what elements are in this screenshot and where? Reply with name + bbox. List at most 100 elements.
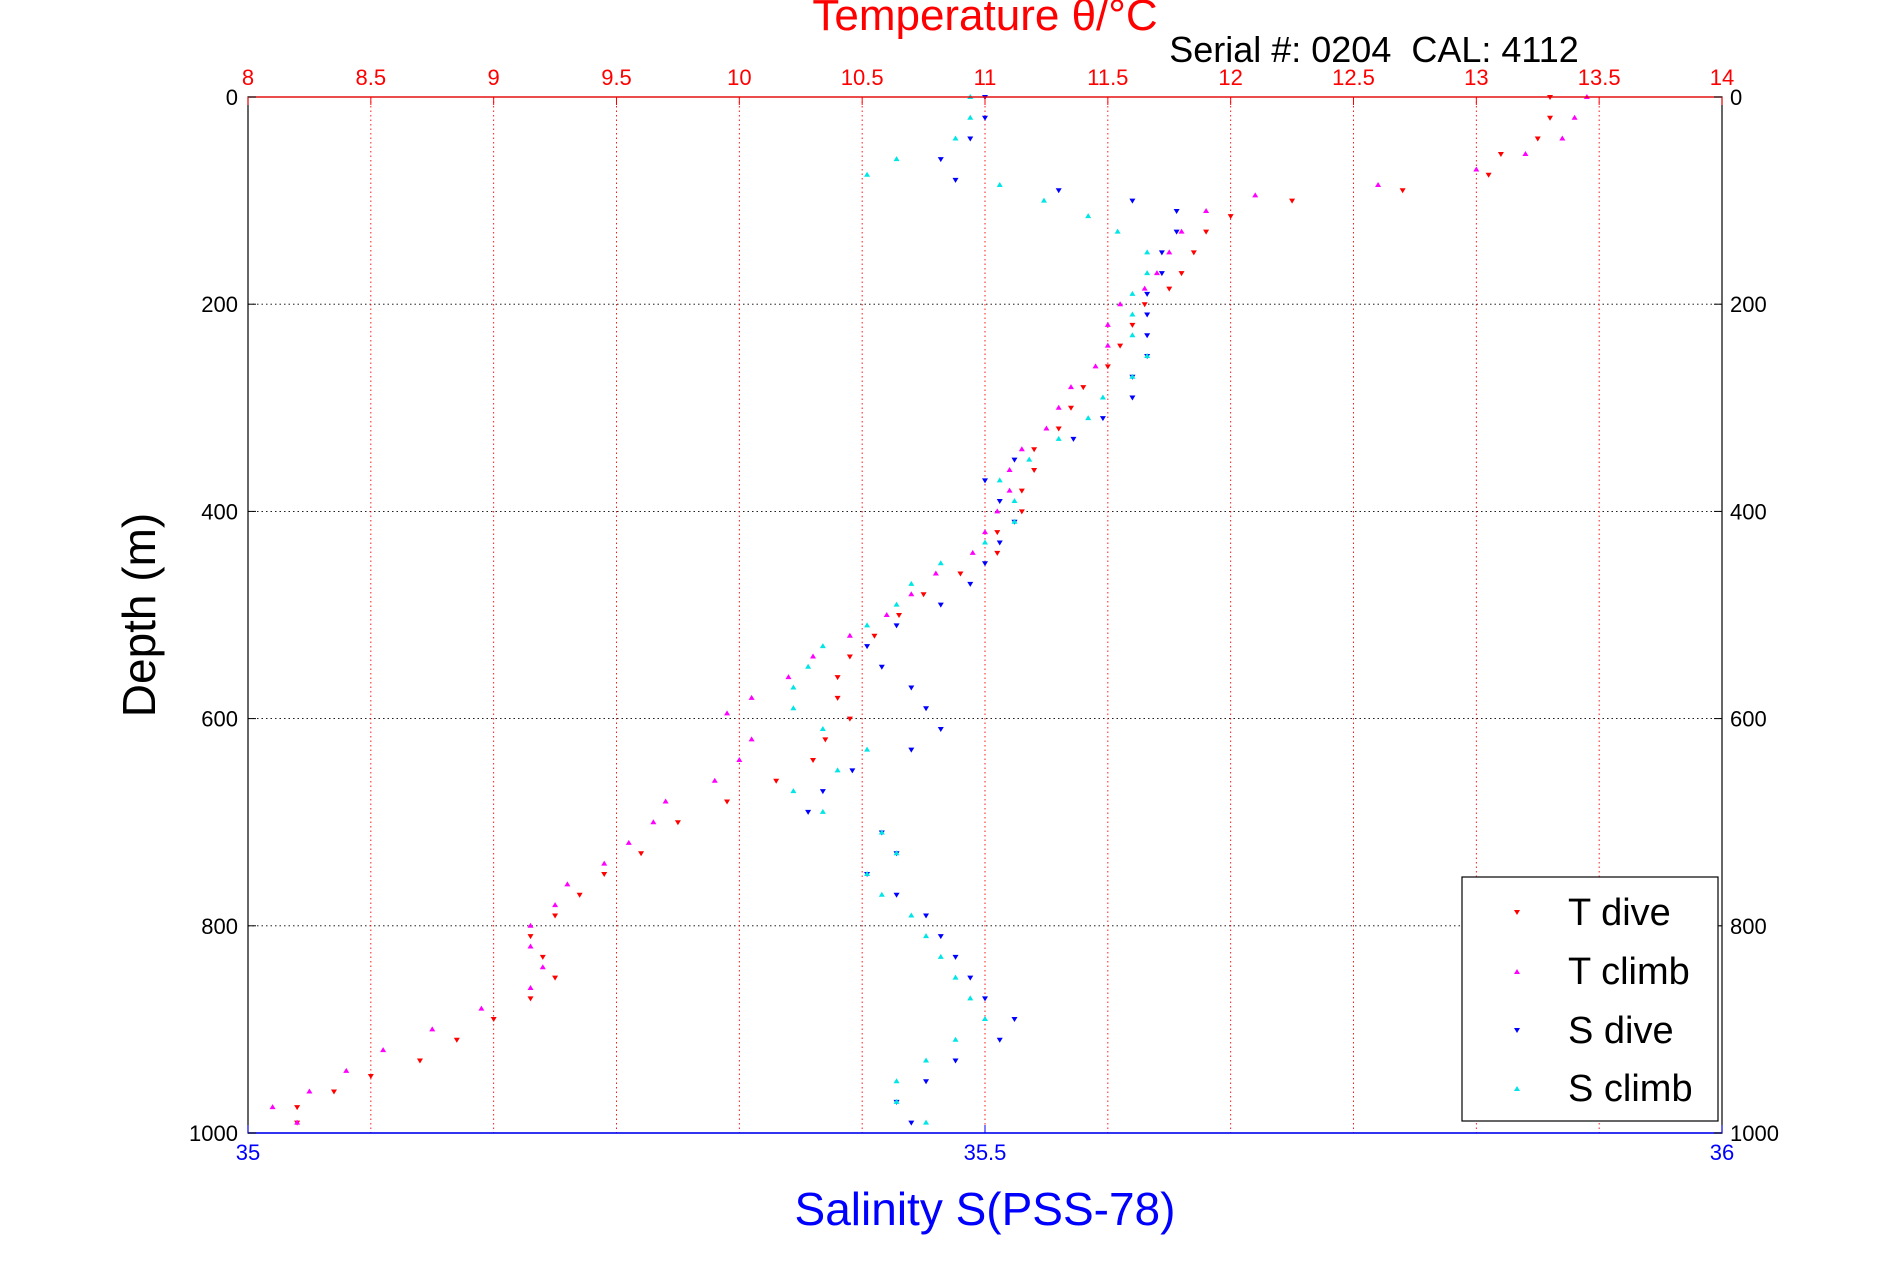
t-climb-point-6 [1252,192,1259,198]
temperature-tick-12-5: 12.5 [1332,65,1375,90]
s-climb-point-40 [878,891,885,897]
t-climb-point-43 [527,943,534,949]
t-climb-point-42 [527,922,534,928]
s-climb-point-26 [893,601,900,607]
legend-item-s-dive: S dive [1514,1010,1674,1052]
t-dive-point-18 [1055,426,1062,432]
legend-box [1461,876,1719,1122]
depth-tick-left-0: 0 [226,85,238,110]
t-climb-point-25 [932,570,939,576]
s-climb-point-49 [893,1078,900,1084]
t-dive-point-7 [1227,214,1234,220]
s-dive-point-42 [937,934,944,940]
s-dive-point-1 [982,115,988,121]
s-climb-point-6 [1040,197,1047,203]
t-dive-point-43 [539,954,546,960]
legend-marker-t-dive [1514,910,1520,915]
depth-tick-left-600: 600 [201,707,238,732]
temperature-axis-title: Temperature θ/°C [812,0,1157,40]
t-dive-point-6 [1289,198,1296,204]
t-climb-point-23 [982,529,988,535]
t-dive-point-33 [822,737,829,743]
s-dive-point-41 [923,913,930,919]
t-climb-point-30 [785,674,792,680]
t-climb-point-16 [1067,384,1074,390]
t-dive-point-28 [871,633,878,639]
s-climb-point-42 [923,933,930,939]
t-dive-point-38 [638,851,645,857]
t-dive-point-48 [416,1058,423,1064]
temperature-tick-14: 14 [1710,65,1734,90]
s-dive-point-30 [908,685,915,691]
t-dive-point-9 [1190,250,1197,256]
t-dive-point-19 [1031,447,1038,453]
t-climb-point-41 [552,902,559,908]
s-climb-point-3 [893,156,900,162]
t-climb-point-22 [994,508,1001,514]
t-dive-point-35 [773,778,780,784]
s-dive-point-28 [864,644,871,650]
s-climb-point-17 [1085,415,1092,421]
s-climb-point-45 [967,995,974,1001]
temperature-tick-10: 10 [727,65,751,90]
s-climb-point-7 [1085,213,1092,219]
depth-tick-left-400: 400 [201,499,238,524]
depth-tick-right-800: 800 [1730,914,1767,939]
s-dive-point-9 [1158,250,1165,256]
depth-axis-title: Depth (m) [113,513,165,717]
s-dive-point-31 [923,706,930,712]
t-dive-point-31 [834,695,841,701]
s-dive-point-21 [996,499,1003,505]
axis-layer: 0 0 200 200 400 400 600 600 800 800 1000 1000 8 8.5 9 9… [189,65,1779,1165]
s-climb-point-19 [1026,456,1033,462]
s-climb-point-12 [1129,311,1136,317]
s-dive-point-46 [1011,1017,1018,1023]
t-climb-point-51 [269,1104,276,1110]
temperature-tick-13: 13 [1464,65,1488,90]
s-dive-point-24 [982,561,988,567]
s-dive-point-29 [878,664,885,670]
s-climb-point-50 [893,1098,900,1104]
s-dive-point-12 [1144,312,1151,318]
legend-item-t-dive: T dive [1514,892,1671,934]
t-dive-point-34 [810,758,817,764]
t-dive-point-12 [1141,302,1148,308]
t-climb-point-36 [662,798,669,804]
s-dive-point-27 [893,623,900,629]
legend-item-t-climb: T climb [1514,951,1690,993]
s-dive-point-43 [952,954,959,960]
grid-layer [248,97,1722,1133]
t-dive-point-46 [490,1017,497,1023]
t-climb-point-47 [429,1026,436,1032]
t-climb-point-31 [748,694,755,700]
s-climb-point-47 [952,1036,959,1042]
t-dive-point-41 [552,913,559,919]
t-dive-point-10 [1178,271,1185,277]
depth-tick-left-1000: 1000 [189,1121,238,1146]
s-climb-point-35 [790,788,797,794]
s-climb-point-41 [908,912,915,918]
s-climb-point-44 [952,974,959,980]
s-climb-point-5 [996,182,1003,188]
t-climb-point-27 [883,612,890,617]
s-dive-point-25 [967,581,974,587]
s-climb-point-28 [819,643,826,649]
t-climb-point-7 [1203,207,1210,213]
s-dive-point-49 [923,1079,930,1085]
t-climb-point-37 [650,819,657,825]
serial-cal-label: Serial #: 0204 CAL: 4112 [1169,29,1579,70]
t-dive-point-4 [1485,172,1492,178]
s-dive-point-44 [967,975,974,981]
t-climb-point-8 [1178,228,1185,234]
salinity-tick-35: 35 [236,1140,260,1165]
t-climb-point-48 [380,1047,387,1053]
s-dive-point-7 [1173,208,1180,214]
salinity-axis-title: Salinity S(PSS-78) [795,1183,1176,1235]
t-climb-point-32 [724,710,731,716]
legend-item-s-climb: S climb [1514,1068,1693,1110]
t-climb-point-29 [810,653,817,659]
s-dive-point-34 [849,768,856,774]
t-dive-point-51 [294,1105,301,1111]
s-climb-point-15 [1129,373,1136,379]
salinity-tick-35-5: 35.5 [964,1140,1007,1165]
